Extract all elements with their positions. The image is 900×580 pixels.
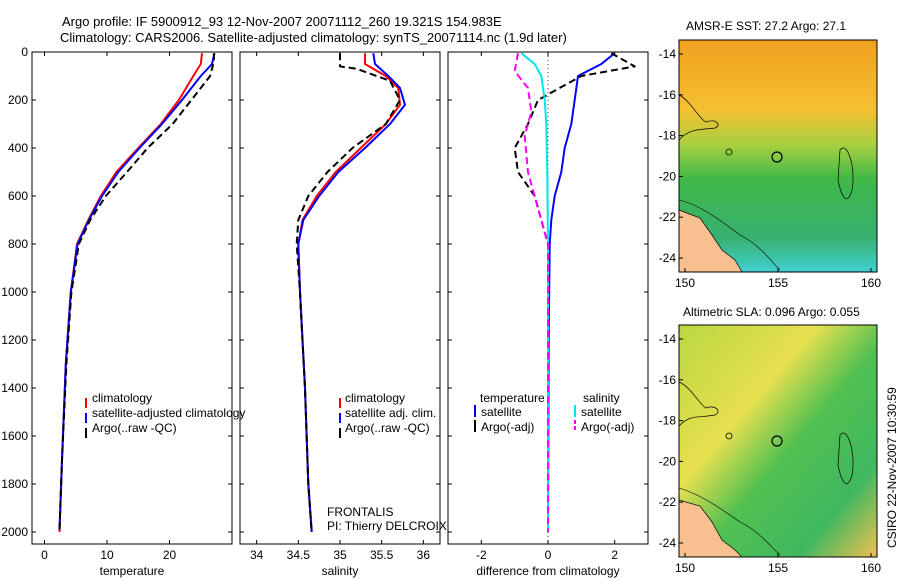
map-x-tick-label: 155 bbox=[768, 276, 788, 290]
series-line-salinity-argo-adj- bbox=[513, 53, 549, 532]
y-tick-label: 600 bbox=[8, 189, 28, 203]
y-tick-label: 200 bbox=[8, 93, 28, 107]
map-y-tick-label: -22 bbox=[659, 495, 677, 509]
salinity-legend: climatology satellite adj. clim. Argo(..… bbox=[339, 391, 436, 438]
y-tick-label: 1200 bbox=[1, 333, 28, 347]
x-axis-label: difference from climatology bbox=[476, 564, 619, 578]
map-y-tick-label: -20 bbox=[659, 169, 677, 183]
sla-reef-dot bbox=[725, 432, 733, 440]
legend-header-salinity: salinity bbox=[583, 391, 620, 405]
series-line-argo-raw-qc- bbox=[295, 53, 401, 533]
legend-label-temp-satellite: satellite bbox=[481, 405, 522, 419]
legend-header-temperature: temperature bbox=[480, 391, 545, 405]
map-y-tick-label: -22 bbox=[659, 210, 677, 224]
x-tick-label: 35.5 bbox=[370, 548, 394, 562]
x-tick-label: 10 bbox=[100, 548, 114, 562]
map-y-tick-label: -14 bbox=[659, 332, 677, 346]
series-line-argo-raw-qc- bbox=[58, 53, 215, 530]
series-line-satellite-adjusted-climatology bbox=[58, 52, 216, 530]
sla-reef-contour bbox=[678, 381, 719, 427]
sst-argo-location bbox=[771, 151, 783, 163]
map-x-tick-label: 160 bbox=[861, 276, 881, 290]
sst-island-contour bbox=[837, 147, 854, 200]
legend-label-satellite: satellite-adjusted climatology bbox=[92, 406, 245, 420]
sla-depth-contour bbox=[678, 487, 781, 556]
map-x-tick-label: 160 bbox=[861, 561, 881, 575]
sst-map-title: AMSR-E SST: 27.2 Argo: 27.1 bbox=[686, 19, 846, 33]
header-line1: Argo profile: IF 5900912_93 12-Nov-2007 … bbox=[62, 14, 502, 29]
sst-field bbox=[679, 40, 877, 272]
series-line-temperature-satellite bbox=[547, 52, 616, 533]
legend-label-argo: Argo(..raw -QC) bbox=[92, 421, 177, 435]
map-y-tick-label: -24 bbox=[659, 536, 677, 550]
legend-label-sal-argo: Argo(-adj) bbox=[581, 420, 634, 434]
sla-island-contour bbox=[837, 432, 854, 485]
map-y-tick-label: -18 bbox=[659, 129, 677, 143]
x-tick-label: 0 bbox=[545, 548, 552, 562]
series-line-salinity-satellite bbox=[520, 52, 549, 532]
plot-frame bbox=[31, 51, 233, 545]
x-tick-label: 2 bbox=[611, 548, 618, 562]
y-tick-label: 800 bbox=[8, 237, 28, 251]
x-tick-label: 35 bbox=[333, 548, 347, 562]
map-y-tick-label: -20 bbox=[659, 454, 677, 468]
difference-panel: temperature salinity satellite Argo(-adj… bbox=[447, 51, 649, 578]
legend-label-temp-argo: Argo(-adj) bbox=[481, 420, 534, 434]
sst-reef-contour bbox=[678, 94, 719, 141]
x-tick-label: 34 bbox=[250, 548, 264, 562]
sla-argo-location bbox=[771, 435, 783, 447]
legend-label-sal-satellite: satellite bbox=[581, 405, 622, 419]
y-tick-label: 1400 bbox=[1, 381, 28, 395]
difference-legend: temperature salinity satellite Argo(-adj… bbox=[474, 391, 634, 434]
header-line2: Climatology: CARS2006. Satellite-adjuste… bbox=[60, 30, 567, 45]
sst-reef-dot bbox=[725, 148, 733, 156]
x-tick-label: -2 bbox=[476, 548, 487, 562]
sst-depth-contour bbox=[678, 199, 781, 271]
map-x-tick-label: 150 bbox=[675, 561, 695, 575]
x-tick-label: 36 bbox=[417, 548, 431, 562]
x-axis-label: salinity bbox=[322, 564, 359, 578]
series-line-climatology bbox=[58, 53, 203, 533]
plot-frame bbox=[239, 51, 441, 545]
temperature-legend: climatology satellite-adjusted climatolo… bbox=[85, 391, 245, 438]
legend-label-climatology: climatology bbox=[345, 391, 405, 405]
sla-field bbox=[679, 325, 877, 557]
series-line-temperature-argo-adj- bbox=[513, 52, 636, 532]
salinity-panel: climatology satellite adj. clim. Argo(..… bbox=[239, 51, 447, 578]
y-tick-label: 400 bbox=[8, 141, 28, 155]
x-tick-label: 20 bbox=[163, 548, 177, 562]
map-y-tick-label: -18 bbox=[659, 414, 677, 428]
temperature-panel: climatology satellite-adjusted climatolo… bbox=[1, 45, 245, 578]
sla-map: Altimetric SLA: 0.096 Argo: 0.055 150 155… bbox=[659, 305, 882, 575]
map-x-tick-label: 150 bbox=[675, 276, 695, 290]
y-tick-label: 1600 bbox=[1, 429, 28, 443]
legend-label-satellite: satellite adj. clim. bbox=[345, 406, 436, 420]
y-tick-label: 2000 bbox=[1, 525, 28, 539]
annotation-pi: PI: Thierry DELCROIX bbox=[327, 519, 447, 533]
x-tick-label: 0 bbox=[41, 548, 48, 562]
legend-label-argo: Argo(..raw -QC) bbox=[345, 421, 430, 435]
map-y-tick-label: -16 bbox=[659, 88, 677, 102]
y-tick-label: 1000 bbox=[1, 285, 28, 299]
map-y-tick-label: -16 bbox=[659, 373, 677, 387]
annotation-project: FRONTALIS bbox=[327, 505, 393, 519]
sst-map: AMSR-E SST: 27.2 Argo: 27.1 bbox=[659, 19, 882, 290]
x-tick-label: 34.5 bbox=[287, 548, 311, 562]
map-y-tick-label: -24 bbox=[659, 251, 677, 265]
y-tick-label: 0 bbox=[21, 45, 28, 59]
map-y-tick-label: -14 bbox=[659, 47, 677, 61]
legend-label-climatology: climatology bbox=[92, 391, 152, 405]
series-line-satellite-adj-clim- bbox=[297, 53, 406, 533]
sla-map-title: Altimetric SLA: 0.096 Argo: 0.055 bbox=[683, 305, 860, 319]
timestamp-stamp: CSIRO 22-Nov-2007 10:30:59 bbox=[885, 387, 899, 548]
x-axis-label: temperature bbox=[100, 564, 165, 578]
y-tick-label: 1800 bbox=[1, 477, 28, 491]
map-x-tick-label: 155 bbox=[768, 561, 788, 575]
